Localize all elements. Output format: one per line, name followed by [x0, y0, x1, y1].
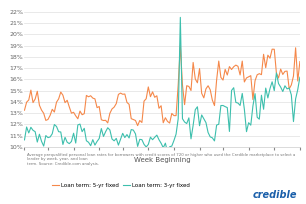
Line: Loan term: 5-yr fixed: Loan term: 5-yr fixed: [24, 45, 300, 126]
Loan term: 5-yr fixed: (0, 0.133): 5-yr fixed: (0, 0.133): [23, 109, 26, 111]
Text: Average prequalified personal loan rates for borrowers with credit scores of 720: Average prequalified personal loan rates…: [27, 153, 296, 166]
Text: credible: credible: [252, 190, 297, 200]
Loan term: 5-yr fixed: (35, 0.136): 5-yr fixed: (35, 0.136): [97, 105, 101, 108]
Loan term: 5-yr fixed: (103, 0.158): 5-yr fixed: (103, 0.158): [243, 81, 246, 83]
Loan term: 3-yr fixed: (67, 0.0953): 3-yr fixed: (67, 0.0953): [166, 151, 169, 153]
Legend: Loan term: 5-yr fixed, Loan term: 3-yr fixed: Loan term: 5-yr fixed, Loan term: 3-yr f…: [50, 181, 192, 190]
Line: Loan term: 3-yr fixed: Loan term: 3-yr fixed: [24, 17, 300, 152]
Loan term: 3-yr fixed: (87, 0.109): 3-yr fixed: (87, 0.109): [208, 136, 212, 138]
Loan term: 5-yr fixed: (87, 0.151): 5-yr fixed: (87, 0.151): [208, 89, 212, 91]
Loan term: 3-yr fixed: (73, 0.215): 3-yr fixed: (73, 0.215): [178, 16, 182, 19]
Loan term: 3-yr fixed: (55, 0.106): 3-yr fixed: (55, 0.106): [140, 139, 144, 141]
Loan term: 3-yr fixed: (103, 0.133): 3-yr fixed: (103, 0.133): [243, 108, 246, 111]
Loan term: 3-yr fixed: (0, 0.106): 3-yr fixed: (0, 0.106): [23, 139, 26, 141]
Loan term: 5-yr fixed: (97, 0.169): 5-yr fixed: (97, 0.169): [230, 68, 233, 71]
Loan term: 3-yr fixed: (129, 0.162): 3-yr fixed: (129, 0.162): [298, 76, 302, 79]
Loan term: 5-yr fixed: (53, 0.119): 5-yr fixed: (53, 0.119): [136, 124, 140, 127]
Loan term: 3-yr fixed: (35, 0.107): 3-yr fixed: (35, 0.107): [97, 137, 101, 140]
Loan term: 5-yr fixed: (129, 0.176): 5-yr fixed: (129, 0.176): [298, 60, 302, 63]
Loan term: 5-yr fixed: (56, 0.141): 5-yr fixed: (56, 0.141): [142, 100, 146, 102]
Loan term: 5-yr fixed: (68, 0.121): 5-yr fixed: (68, 0.121): [168, 122, 171, 124]
X-axis label: Week Beginning: Week Beginning: [134, 157, 191, 163]
Loan term: 3-yr fixed: (68, 0.1): 3-yr fixed: (68, 0.1): [168, 145, 171, 148]
Loan term: 5-yr fixed: (73, 0.19): 5-yr fixed: (73, 0.19): [178, 44, 182, 47]
Loan term: 3-yr fixed: (97, 0.15): 3-yr fixed: (97, 0.15): [230, 89, 233, 92]
